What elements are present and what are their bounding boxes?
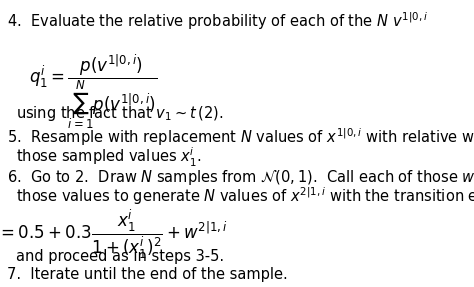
Text: those values to generate $N$ values of $x^{2|1,i}$ with the transition equation: those values to generate $N$ values of $… bbox=[16, 185, 474, 207]
Text: 7.  Iterate until the end of the sample.: 7. Iterate until the end of the sample. bbox=[7, 267, 288, 282]
Text: 5.  Resample with replacement $N$ values of $x^{1|0,i}$ with relative weights $q: 5. Resample with replacement $N$ values … bbox=[7, 127, 474, 150]
Text: 4.  Evaluate the relative probability of each of the $N$ $v^{1|0,i}$: 4. Evaluate the relative probability of … bbox=[7, 10, 428, 32]
Text: 6.  Go to 2.  Draw $N$ samples from $\mathcal{N}(0,1)$.  Call each of those $w^{: 6. Go to 2. Draw $N$ samples from $\math… bbox=[7, 166, 474, 188]
Text: $x^{2|1,i} = 0.5 + 0.3\dfrac{x_1^i}{1+(x_1^i)^2} + w^{2|1,i}$: $x^{2|1,i} = 0.5 + 0.3\dfrac{x_1^i}{1+(x… bbox=[0, 208, 228, 261]
Text: and proceed as in steps 3-5.: and proceed as in steps 3-5. bbox=[16, 249, 224, 264]
Text: $q_1^i = \dfrac{p\left(v^{1|0,i}\right)}{\sum_{i=1}^{N} p\left(v^{1|0,i}\right)}: $q_1^i = \dfrac{p\left(v^{1|0,i}\right)}… bbox=[29, 52, 157, 131]
Text: using the fact that $v_1 \sim t\,(2)$.: using the fact that $v_1 \sim t\,(2)$. bbox=[16, 104, 223, 123]
Text: those sampled values $x_1^i$.: those sampled values $x_1^i$. bbox=[16, 146, 201, 169]
